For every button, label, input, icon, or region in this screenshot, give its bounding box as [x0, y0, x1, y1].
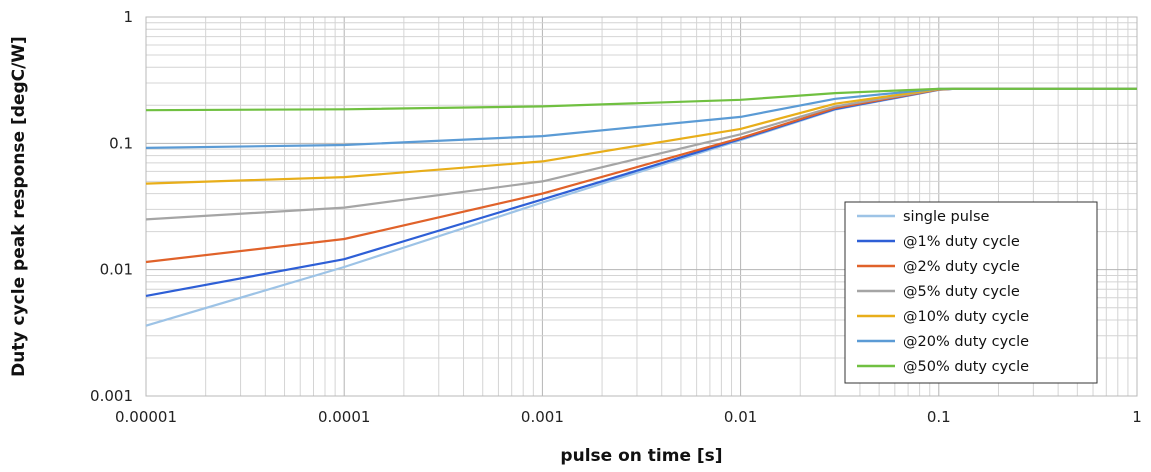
legend-label: @20% duty cycle	[903, 334, 1029, 350]
legend-label: @2% duty cycle	[903, 259, 1020, 275]
series-lines	[145, 87, 1137, 327]
legend-label: @50% duty cycle	[903, 359, 1029, 375]
x-axis-title: pulse on time [s]	[560, 446, 722, 466]
x-tick-label: 0.1	[927, 408, 951, 426]
x-tick-label: 0.01	[724, 408, 757, 426]
y-tick-label: 0.001	[90, 387, 133, 405]
legend-label: @10% duty cycle	[903, 309, 1029, 325]
tick-labels: 0.00001 0.0001 0.001 0.01 0.1 1 0.001 0.01 0.1 1	[90, 8, 1142, 426]
legend-label: @1% duty cycle	[903, 234, 1020, 250]
y-axis-title: Duty cycle peak response [degC/W]	[9, 36, 29, 377]
series-line-6	[145, 87, 1137, 149]
x-tick-label: 0.001	[521, 408, 564, 426]
legend-label: @5% duty cycle	[903, 284, 1020, 300]
plot-area	[145, 16, 1138, 397]
y-tick-label: 1	[123, 8, 133, 26]
x-tick-label: 0.00001	[115, 408, 177, 426]
y-tick-label: 0.1	[109, 134, 133, 152]
legend: single pulse @1% duty cycle @2% duty cycle…	[844, 201, 1098, 384]
series-line-7	[145, 87, 1137, 112]
series-line-4	[145, 87, 1137, 221]
x-tick-label: 0.0001	[318, 408, 371, 426]
legend-label: single pulse	[903, 209, 990, 225]
x-tick-label: 1	[1132, 408, 1142, 426]
legend-box	[844, 201, 1098, 384]
y-tick-label: 0.01	[100, 261, 133, 279]
